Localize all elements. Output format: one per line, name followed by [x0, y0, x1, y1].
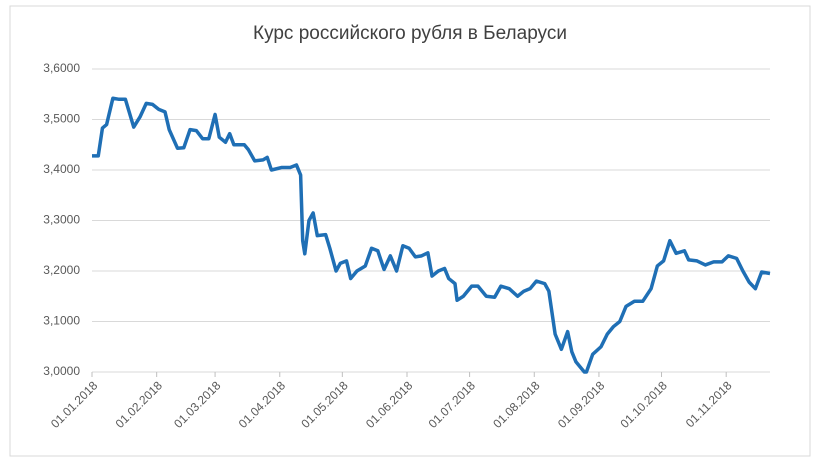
y-tick-label: 3,2000 — [43, 263, 80, 277]
y-tick-label: 3,0000 — [43, 364, 80, 378]
y-tick-label: 3,3000 — [43, 213, 80, 227]
y-tick-label: 3,5000 — [43, 112, 80, 126]
y-tick-label: 3,6000 — [43, 61, 80, 75]
data-line — [92, 96, 771, 374]
chart-title: Курс российского рубля в Беларуси — [253, 23, 567, 44]
chart-frame — [9, 5, 811, 457]
y-tick-label: 3,1000 — [43, 314, 80, 328]
y-tick-label: 3,4000 — [43, 162, 80, 176]
